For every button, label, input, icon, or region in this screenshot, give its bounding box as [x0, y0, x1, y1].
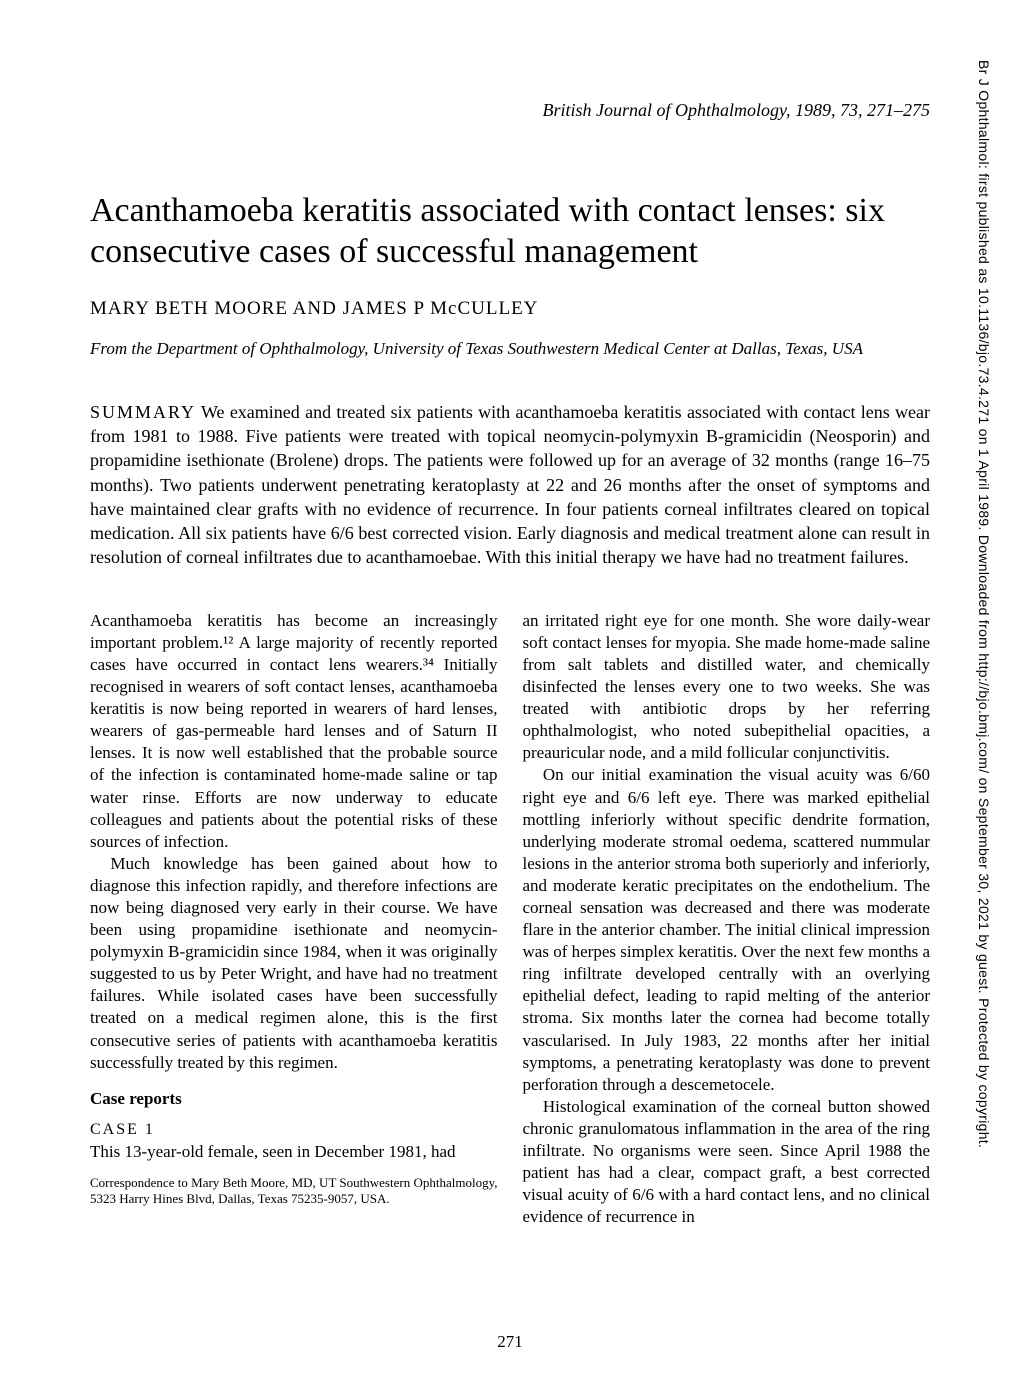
case-1-continued-1: an irritated right eye for one month. Sh…: [523, 610, 931, 765]
case-1-opening: This 13-year-old female, seen in Decembe…: [90, 1141, 498, 1163]
summary-text: We examined and treated six patients wit…: [90, 402, 930, 568]
case-reports-heading: Case reports: [90, 1088, 498, 1110]
article-title: Acanthamoeba keratitis associated with c…: [90, 191, 930, 273]
intro-paragraph-1: Acanthamoeba keratitis has become an inc…: [90, 610, 498, 853]
case-1-label: CASE 1: [90, 1120, 498, 1141]
affiliation: From the Department of Ophthalmology, Un…: [90, 338, 930, 360]
authors: MARY BETH MOORE AND JAMES P McCULLEY: [90, 298, 930, 320]
right-column: an irritated right eye for one month. Sh…: [523, 610, 931, 1229]
summary-block: SUMMARY We examined and treated six pati…: [90, 400, 930, 570]
correspondence-note: Correspondence to Mary Beth Moore, MD, U…: [90, 1175, 498, 1208]
page-number: 271: [497, 1332, 523, 1352]
case-1-continued-2: On our initial examination the visual ac…: [523, 764, 931, 1095]
case-1-continued-3: Histological examination of the corneal …: [523, 1096, 931, 1229]
intro-paragraph-2: Much knowledge has been gained about how…: [90, 853, 498, 1074]
left-column: Acanthamoeba keratitis has become an inc…: [90, 610, 498, 1229]
summary-label: SUMMARY: [90, 402, 196, 422]
copyright-sidebar: Br J Ophthalmol: first published as 10.1…: [976, 60, 992, 1340]
journal-citation: British Journal of Ophthalmology, 1989, …: [90, 100, 930, 121]
body-columns: Acanthamoeba keratitis has become an inc…: [90, 610, 930, 1229]
